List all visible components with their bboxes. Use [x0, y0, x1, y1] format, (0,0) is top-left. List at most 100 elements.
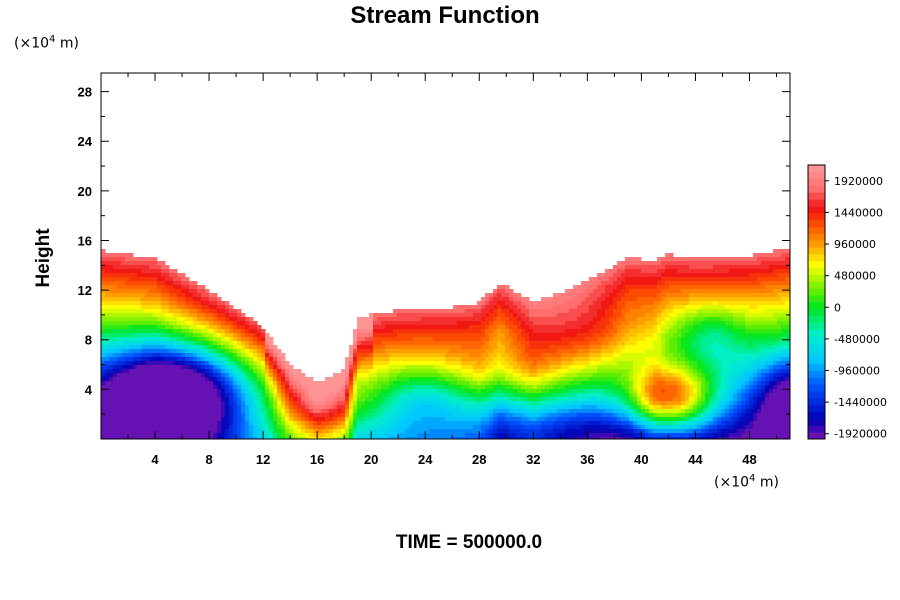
- field-cell: [233, 325, 238, 330]
- field-cell: [353, 405, 358, 410]
- field-cell: [333, 429, 338, 434]
- field-cell: [641, 429, 646, 434]
- field-cell: [497, 365, 502, 370]
- field-cell: [413, 353, 418, 358]
- field-cell: [117, 253, 122, 258]
- field-cell: [617, 353, 622, 358]
- field-cell: [173, 437, 178, 440]
- field-cell: [565, 353, 570, 358]
- field-cell: [333, 393, 338, 398]
- field-cell: [341, 381, 346, 386]
- field-cell: [357, 437, 362, 440]
- field-cell: [133, 261, 138, 266]
- field-cell: [521, 349, 526, 354]
- field-cell: [277, 389, 282, 394]
- field-cell: [573, 429, 578, 434]
- field-cell: [437, 401, 442, 406]
- field-cell: [397, 313, 402, 318]
- field-cell: [109, 433, 114, 438]
- field-cell: [409, 393, 414, 398]
- field-cell: [153, 329, 158, 334]
- field-cell: [101, 405, 106, 410]
- field-cell: [169, 405, 174, 410]
- field-cell: [445, 357, 450, 362]
- field-cell: [109, 401, 114, 406]
- field-cell: [137, 305, 142, 310]
- field-cell: [625, 433, 630, 438]
- field-cell: [157, 289, 162, 294]
- field-cell: [413, 425, 418, 430]
- field-cell: [241, 429, 246, 434]
- field-cell: [633, 429, 638, 434]
- field-cell: [529, 361, 534, 366]
- field-cell: [113, 289, 118, 294]
- field-cell: [497, 341, 502, 346]
- field-cell: [601, 381, 606, 386]
- field-cell: [153, 373, 158, 378]
- field-cell: [501, 341, 506, 346]
- field-cell: [117, 265, 122, 270]
- field-cell: [229, 349, 234, 354]
- field-cell: [609, 389, 614, 394]
- field-cell: [369, 357, 374, 362]
- field-cell: [633, 281, 638, 286]
- field-cell: [541, 333, 546, 338]
- field-cell: [405, 361, 410, 366]
- field-cell: [225, 345, 230, 350]
- field-cell: [597, 373, 602, 378]
- field-cell: [485, 369, 490, 374]
- field-cell: [637, 337, 642, 342]
- field-cell: [181, 377, 186, 382]
- field-cell: [349, 409, 354, 414]
- field-cell: [609, 289, 614, 294]
- field-cell: [301, 413, 306, 418]
- field-cell: [413, 333, 418, 338]
- field-cell: [509, 333, 514, 338]
- field-cell: [577, 373, 582, 378]
- field-cell: [661, 285, 666, 290]
- field-cell: [133, 269, 138, 274]
- field-cell: [301, 433, 306, 438]
- field-cell: [165, 321, 170, 326]
- field-cell: [181, 389, 186, 394]
- field-cell: [257, 421, 262, 426]
- field-cell: [265, 433, 270, 438]
- field-cell: [165, 329, 170, 334]
- field-cell: [157, 369, 162, 374]
- field-cell: [389, 425, 394, 430]
- field-cell: [653, 385, 658, 390]
- field-cell: [137, 357, 142, 362]
- field-cell: [177, 357, 182, 362]
- field-cell: [365, 317, 370, 322]
- field-cell: [437, 373, 442, 378]
- field-cell: [125, 393, 130, 398]
- field-cell: [413, 361, 418, 366]
- field-cell: [573, 305, 578, 310]
- field-cell: [485, 401, 490, 406]
- field-cell: [621, 309, 626, 314]
- field-cell: [409, 369, 414, 374]
- field-cell: [549, 353, 554, 358]
- field-cell: [205, 393, 210, 398]
- field-cell: [665, 357, 670, 362]
- field-cell: [385, 405, 390, 410]
- field-cell: [517, 373, 522, 378]
- field-cell: [429, 405, 434, 410]
- field-cell: [385, 385, 390, 390]
- field-cell: [457, 409, 462, 414]
- field-cell: [473, 421, 478, 426]
- field-cell: [561, 305, 566, 310]
- field-cell: [181, 301, 186, 306]
- field-cell: [105, 429, 110, 434]
- field-cell: [517, 353, 522, 358]
- field-cell: [481, 373, 486, 378]
- field-cell: [389, 357, 394, 362]
- field-cell: [101, 265, 106, 270]
- field-cell: [605, 321, 610, 326]
- field-cell: [577, 325, 582, 330]
- field-cell: [557, 305, 562, 310]
- field-cell: [217, 369, 222, 374]
- field-cell: [417, 433, 422, 438]
- field-cell: [177, 349, 182, 354]
- field-cell: [509, 321, 514, 326]
